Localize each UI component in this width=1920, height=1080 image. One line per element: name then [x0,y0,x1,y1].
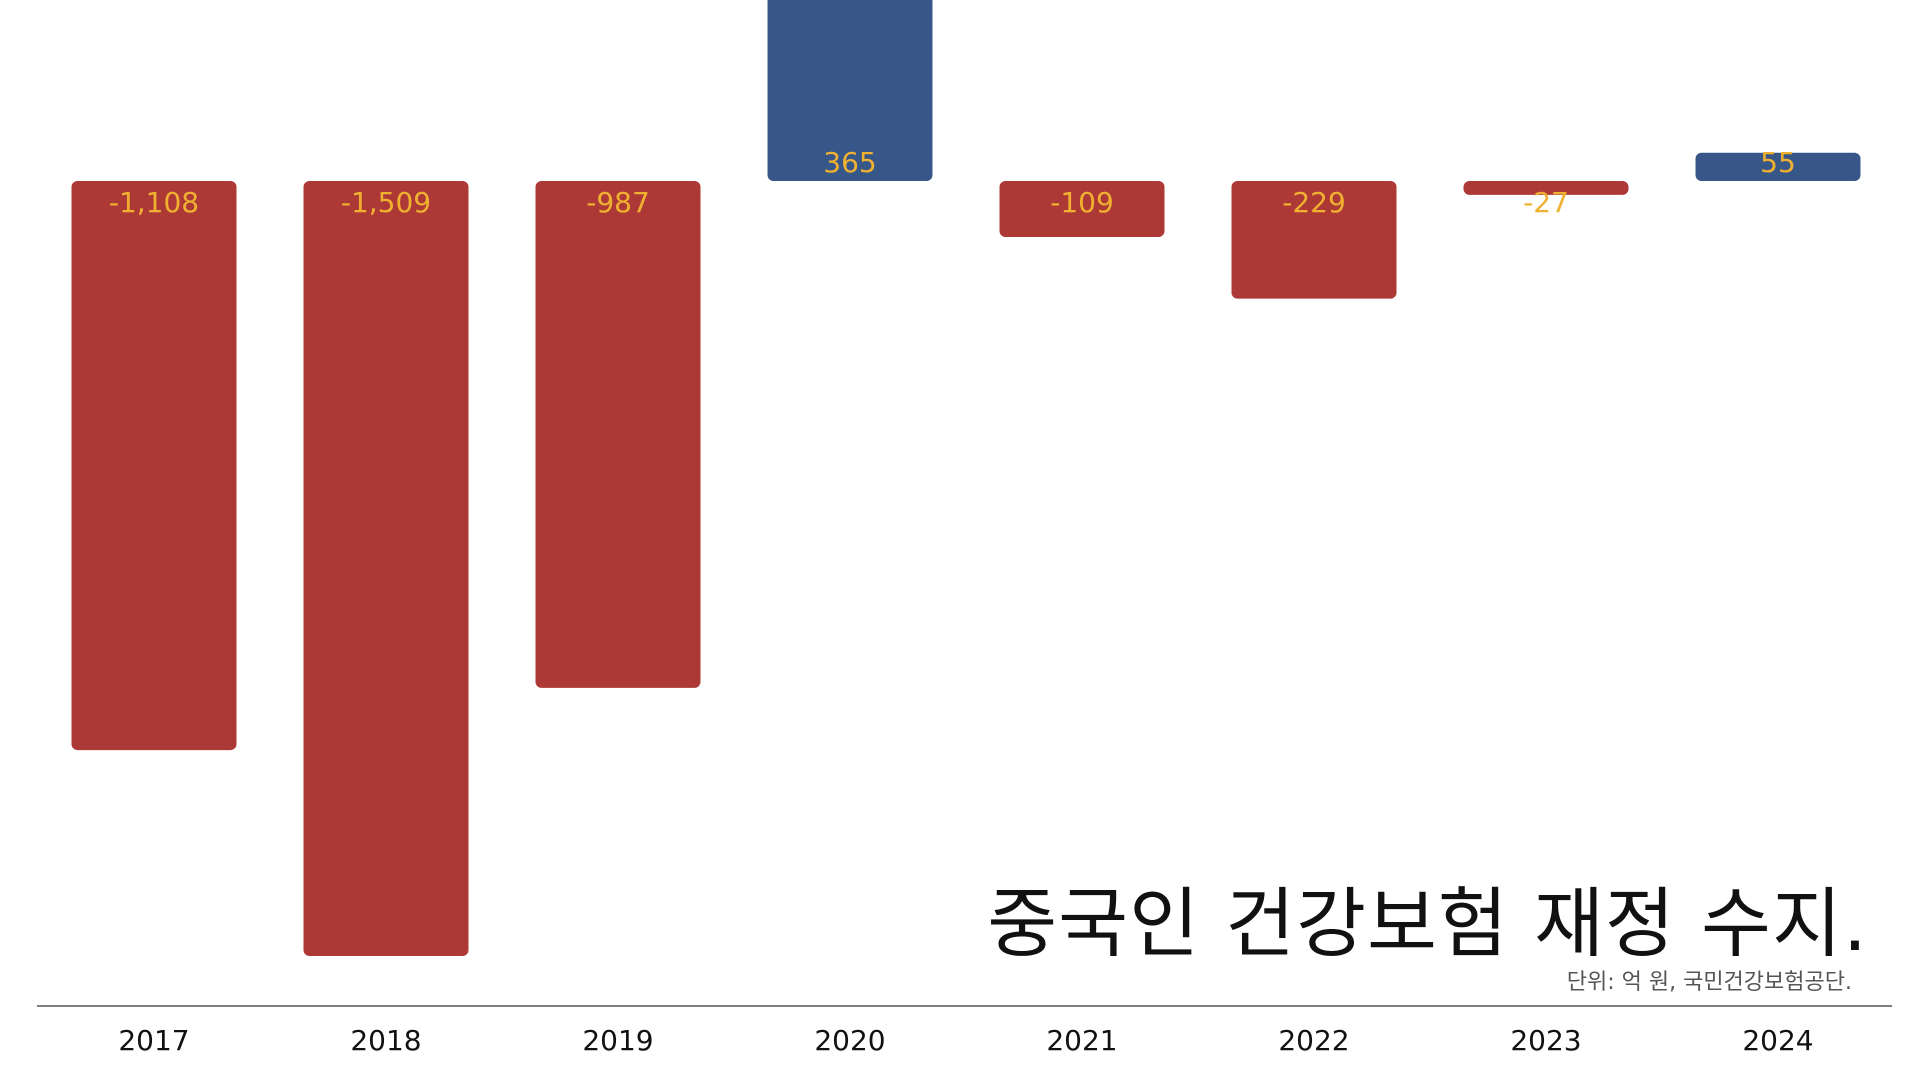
x-tick-label-2017: 2017 [118,1024,189,1057]
bar-2021 [999,181,1165,237]
value-label-2020: 365 [823,146,876,179]
chart-title: 중국인 건강보험 재정 수지. [987,879,1868,968]
bar-2018 [303,181,469,957]
value-label-2021: -109 [1050,186,1114,219]
bar-2024 [1695,152,1861,181]
x-tick-label-2024: 2024 [1742,1024,1813,1057]
bars-layer [71,0,1861,957]
source-note: 단위: 억 원, 국민건강보험공단. [1566,970,1852,995]
value-label-2024: 55 [1760,146,1796,179]
value-label-2019: -987 [586,186,650,219]
x-tick-label-2022: 2022 [1278,1024,1349,1057]
bar-2020 [767,0,933,181]
value-label-2017: -1,108 [109,186,199,219]
x-tick-label-2019: 2019 [582,1024,653,1057]
value-label-2022: -229 [1282,186,1346,219]
x-tick-labels-layer: 2017 2018 2019 2020 2021 2022 2023 2024 [118,1024,1813,1057]
value-label-2023: -27 [1523,186,1569,219]
bar-2022 [1231,181,1397,299]
x-tick-label-2023: 2023 [1510,1024,1581,1057]
bar-2017 [71,181,237,751]
bar-2019 [535,181,701,688]
value-labels-layer: -1,108 -1,509 -987 365 -109 -229 -27 55 [109,146,1796,219]
x-tick-label-2021: 2021 [1046,1024,1117,1057]
bar-2023 [1463,181,1629,195]
x-tick-label-2018: 2018 [350,1024,421,1057]
x-tick-label-2020: 2020 [814,1024,885,1057]
value-label-2018: -1,509 [341,186,431,219]
